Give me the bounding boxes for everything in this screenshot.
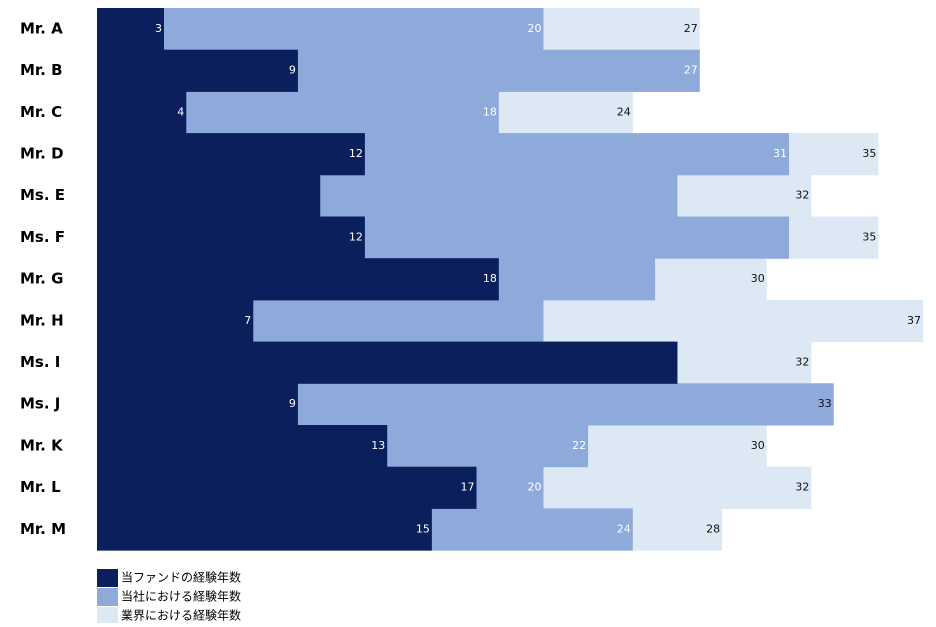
- legend-label: 当ファンドの経験年数: [121, 570, 241, 585]
- category-label: Ms. F: [20, 228, 65, 246]
- value-label: 37: [907, 314, 921, 327]
- legend-label: 業界における経験年数: [121, 608, 241, 623]
- legend-swatch: [97, 607, 118, 625]
- value-label: 7: [244, 314, 251, 327]
- bar: [97, 299, 254, 343]
- category-label: Mr. L: [20, 478, 61, 496]
- legend-swatch: [97, 588, 118, 606]
- value-label: 32: [795, 481, 809, 494]
- category-label: Ms. J: [20, 395, 60, 413]
- category-label: Mr. G: [20, 270, 63, 288]
- value-label: 12: [349, 147, 363, 160]
- value-label: 12: [349, 230, 363, 243]
- value-label: 9: [289, 397, 296, 410]
- value-label: 18: [483, 105, 497, 118]
- bar: [97, 8, 544, 51]
- value-label: 30: [751, 272, 765, 285]
- legend-swatch: [97, 569, 118, 587]
- value-label: 13: [371, 439, 385, 452]
- value-label: 32: [795, 355, 809, 368]
- value-label: 30: [751, 439, 765, 452]
- value-label: 3: [155, 22, 162, 35]
- category-label: Ms. E: [20, 186, 65, 204]
- legend-label: 当社における経験年数: [121, 589, 241, 604]
- value-label: 18: [483, 272, 497, 285]
- category-label: Mr. A: [20, 19, 63, 37]
- category-label: Mr. D: [20, 144, 64, 162]
- value-label: 31: [773, 147, 787, 160]
- bar: [97, 216, 365, 259]
- bar: [97, 508, 432, 551]
- value-label: 17: [461, 481, 475, 494]
- category-label: Mr. M: [20, 520, 66, 538]
- value-label: 35: [862, 230, 876, 243]
- value-label: 15: [416, 522, 430, 535]
- bar: [97, 174, 321, 217]
- category-label: Mr. K: [20, 436, 64, 454]
- value-label: 22: [572, 439, 586, 452]
- category-label: Mr. H: [20, 311, 64, 329]
- bar: [97, 258, 499, 301]
- bar: [97, 383, 298, 426]
- value-label: 35: [862, 147, 876, 160]
- category-label: Ms. I: [20, 353, 60, 371]
- value-label: 27: [684, 64, 698, 77]
- bar: [97, 466, 477, 509]
- bar: [97, 49, 298, 92]
- value-label: 24: [617, 105, 631, 118]
- value-label: 33: [818, 397, 832, 410]
- value-label: 24: [617, 522, 631, 535]
- value-label: 27: [684, 22, 698, 35]
- bar: [97, 425, 388, 468]
- value-label: 4: [177, 105, 184, 118]
- bar: [97, 91, 187, 134]
- bar: [97, 133, 365, 176]
- category-label: Mr. C: [20, 103, 62, 121]
- bar: [97, 341, 678, 384]
- value-label: 28: [706, 522, 720, 535]
- category-label: Mr. B: [20, 61, 63, 79]
- bar: [97, 8, 164, 51]
- value-label: 9: [289, 64, 296, 77]
- value-label: 20: [527, 22, 541, 35]
- value-label: 32: [795, 189, 809, 202]
- value-label: 20: [527, 481, 541, 494]
